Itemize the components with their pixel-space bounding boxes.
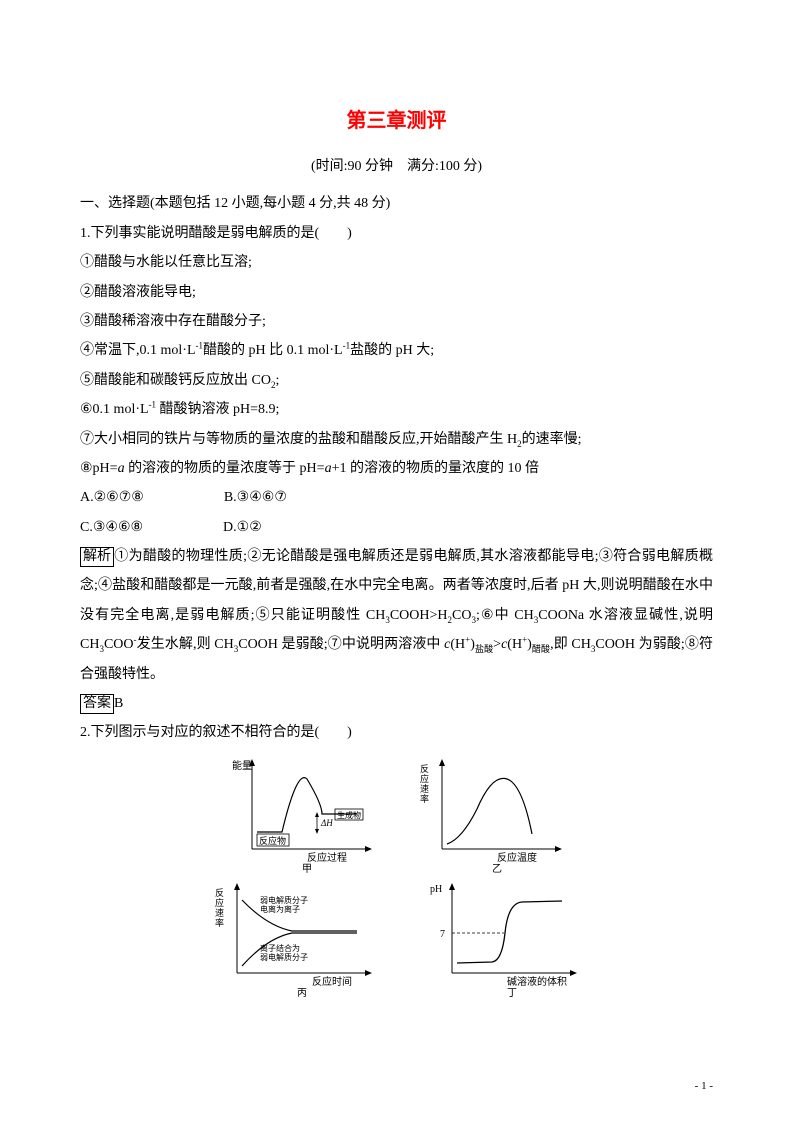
text: 醋酸的 pH 比 0.1 mol·L: [203, 343, 343, 358]
text: >: [493, 637, 501, 652]
page-subtitle: (时间:90 分钟 满分:100 分): [80, 152, 713, 181]
page-title: 第三章测评: [80, 100, 713, 142]
q1-options-row2: C.③④⑥⑧ D.①②: [80, 513, 713, 542]
svg-text:pH: pH: [430, 884, 442, 895]
q1-item-6: ⑥0.1 mol·L-1 醋酸钠溶液 pH=8.9;: [80, 395, 713, 424]
svg-text:碱溶液的体积: 碱溶液的体积: [507, 975, 567, 988]
q1-analysis: 解析①为醋酸的物理性质;②无论醋酸是强电解质还是弱电解质,其水溶液都能导电;③符…: [80, 542, 713, 689]
q1-item-4: ④常温下,0.1 mol·L-1醋酸的 pH 比 0.1 mol·L-1盐酸的 …: [80, 336, 713, 365]
text: 的溶液的物质的量浓度等于 pH=: [125, 461, 325, 476]
svg-text:反应温度: 反应温度: [497, 851, 537, 864]
svg-text:乙: 乙: [492, 863, 502, 874]
svg-text:反应物: 反应物: [259, 835, 286, 846]
q1-item-8: ⑧pH=a 的溶液的物质的量浓度等于 pH=a+1 的溶液的物质的量浓度的 10…: [80, 454, 713, 483]
exp: -1: [196, 341, 204, 351]
var-a: a: [118, 461, 125, 476]
text: (H: [507, 637, 522, 652]
opt-a: A.②⑥⑦⑧: [80, 490, 144, 505]
section-header: 一、选择题(本题包括 12 小题,每小题 4 分,共 48 分): [80, 189, 713, 218]
var-a: a: [325, 461, 332, 476]
sub: 盐酸: [475, 644, 493, 654]
text: CO: [452, 608, 471, 623]
svg-text:甲: 甲: [302, 864, 312, 874]
text: 醋酸钠溶液 pH=8.9;: [156, 402, 279, 417]
figure-jia: 能量 反应物 ΔH 生成物 反应过程 甲: [227, 754, 377, 874]
text: +1 的溶液的物质的量浓度的 10 倍: [332, 461, 539, 476]
svg-text:弱电解质分子电离为离子: 弱电解质分子电离为离子: [260, 895, 308, 914]
text: ⑤醋酸能和碳酸钙反应放出 CO: [80, 373, 271, 388]
text: ,即 CH: [550, 637, 591, 652]
text: ⑥0.1 mol·L: [80, 402, 149, 417]
q1-item-1: ①醋酸与水能以任意比互溶;: [80, 248, 713, 277]
figure-yi: 反应速率 反应温度 乙: [417, 754, 567, 874]
figure-ding: pH 7 碱溶液的体积 丁: [422, 878, 582, 998]
text: ;: [275, 373, 279, 388]
q1-item-5: ⑤醋酸能和碳酸钙反应放出 CO2;: [80, 366, 713, 395]
svg-text:7: 7: [440, 929, 445, 940]
svg-text:反应速率: 反应速率: [215, 888, 224, 928]
text: COO: [104, 637, 134, 652]
q1-answer: 答案B: [80, 689, 713, 718]
q1-item-3: ③醋酸稀溶液中存在醋酸分子;: [80, 307, 713, 336]
svg-text:反应速率: 反应速率: [420, 764, 429, 804]
analysis-label: 解析: [80, 547, 114, 567]
svg-text:离子结合为弱电解质分子: 离子结合为弱电解质分子: [260, 943, 308, 962]
q2-figures: 能量 反应物 ΔH 生成物 反应过程 甲 反应速率: [80, 754, 713, 998]
exp: -1: [149, 399, 157, 409]
text: COOH>H: [390, 608, 448, 623]
text: COOH 是弱酸;⑦中说明两溶液中: [238, 637, 444, 652]
answer-label: 答案: [80, 694, 114, 714]
text: 的速率慢;: [522, 432, 582, 447]
svg-text:反应过程: 反应过程: [307, 851, 347, 864]
page-number: - 1 -: [695, 1080, 713, 1092]
svg-text:能量: 能量: [232, 759, 252, 772]
text: 盐酸的 pH 大;: [350, 343, 434, 358]
opt-b: B.③④⑥⑦: [224, 490, 287, 505]
text: (H: [450, 637, 465, 652]
svg-text:丙: 丙: [297, 988, 307, 998]
exp: -1: [343, 341, 351, 351]
svg-text:丁: 丁: [507, 988, 517, 998]
text: 发生水解,则 CH: [137, 637, 234, 652]
figure-bing: 反应速率 弱电解质分子电离为离子 离子结合为弱电解质分子 反应时间 丙: [212, 878, 382, 998]
text: ;⑥中 CH: [476, 608, 534, 623]
answer-value: B: [114, 696, 123, 711]
svg-text:生成物: 生成物: [337, 810, 361, 820]
q2-stem: 2.下列图示与对应的叙述不相符合的是( ): [80, 718, 713, 747]
sub: 醋酸: [532, 644, 550, 654]
q1-stem: 1.下列事实能说明醋酸是弱电解质的是( ): [80, 219, 713, 248]
svg-text:ΔH: ΔH: [320, 818, 333, 828]
q1-options-row1: A.②⑥⑦⑧ B.③④⑥⑦: [80, 483, 713, 512]
svg-text:反应时间: 反应时间: [312, 975, 352, 988]
text: ④常温下,0.1 mol·L: [80, 343, 196, 358]
q1-item-7: ⑦大小相同的铁片与等物质的量浓度的盐酸和醋酸反应,开始醋酸产生 H2的速率慢;: [80, 425, 713, 454]
text: ⑦大小相同的铁片与等物质的量浓度的盐酸和醋酸反应,开始醋酸产生 H: [80, 432, 517, 447]
q1-item-2: ②醋酸溶液能导电;: [80, 278, 713, 307]
opt-d: D.①②: [223, 520, 262, 535]
opt-c: C.③④⑥⑧: [80, 520, 143, 535]
text: ⑧pH=: [80, 461, 118, 476]
